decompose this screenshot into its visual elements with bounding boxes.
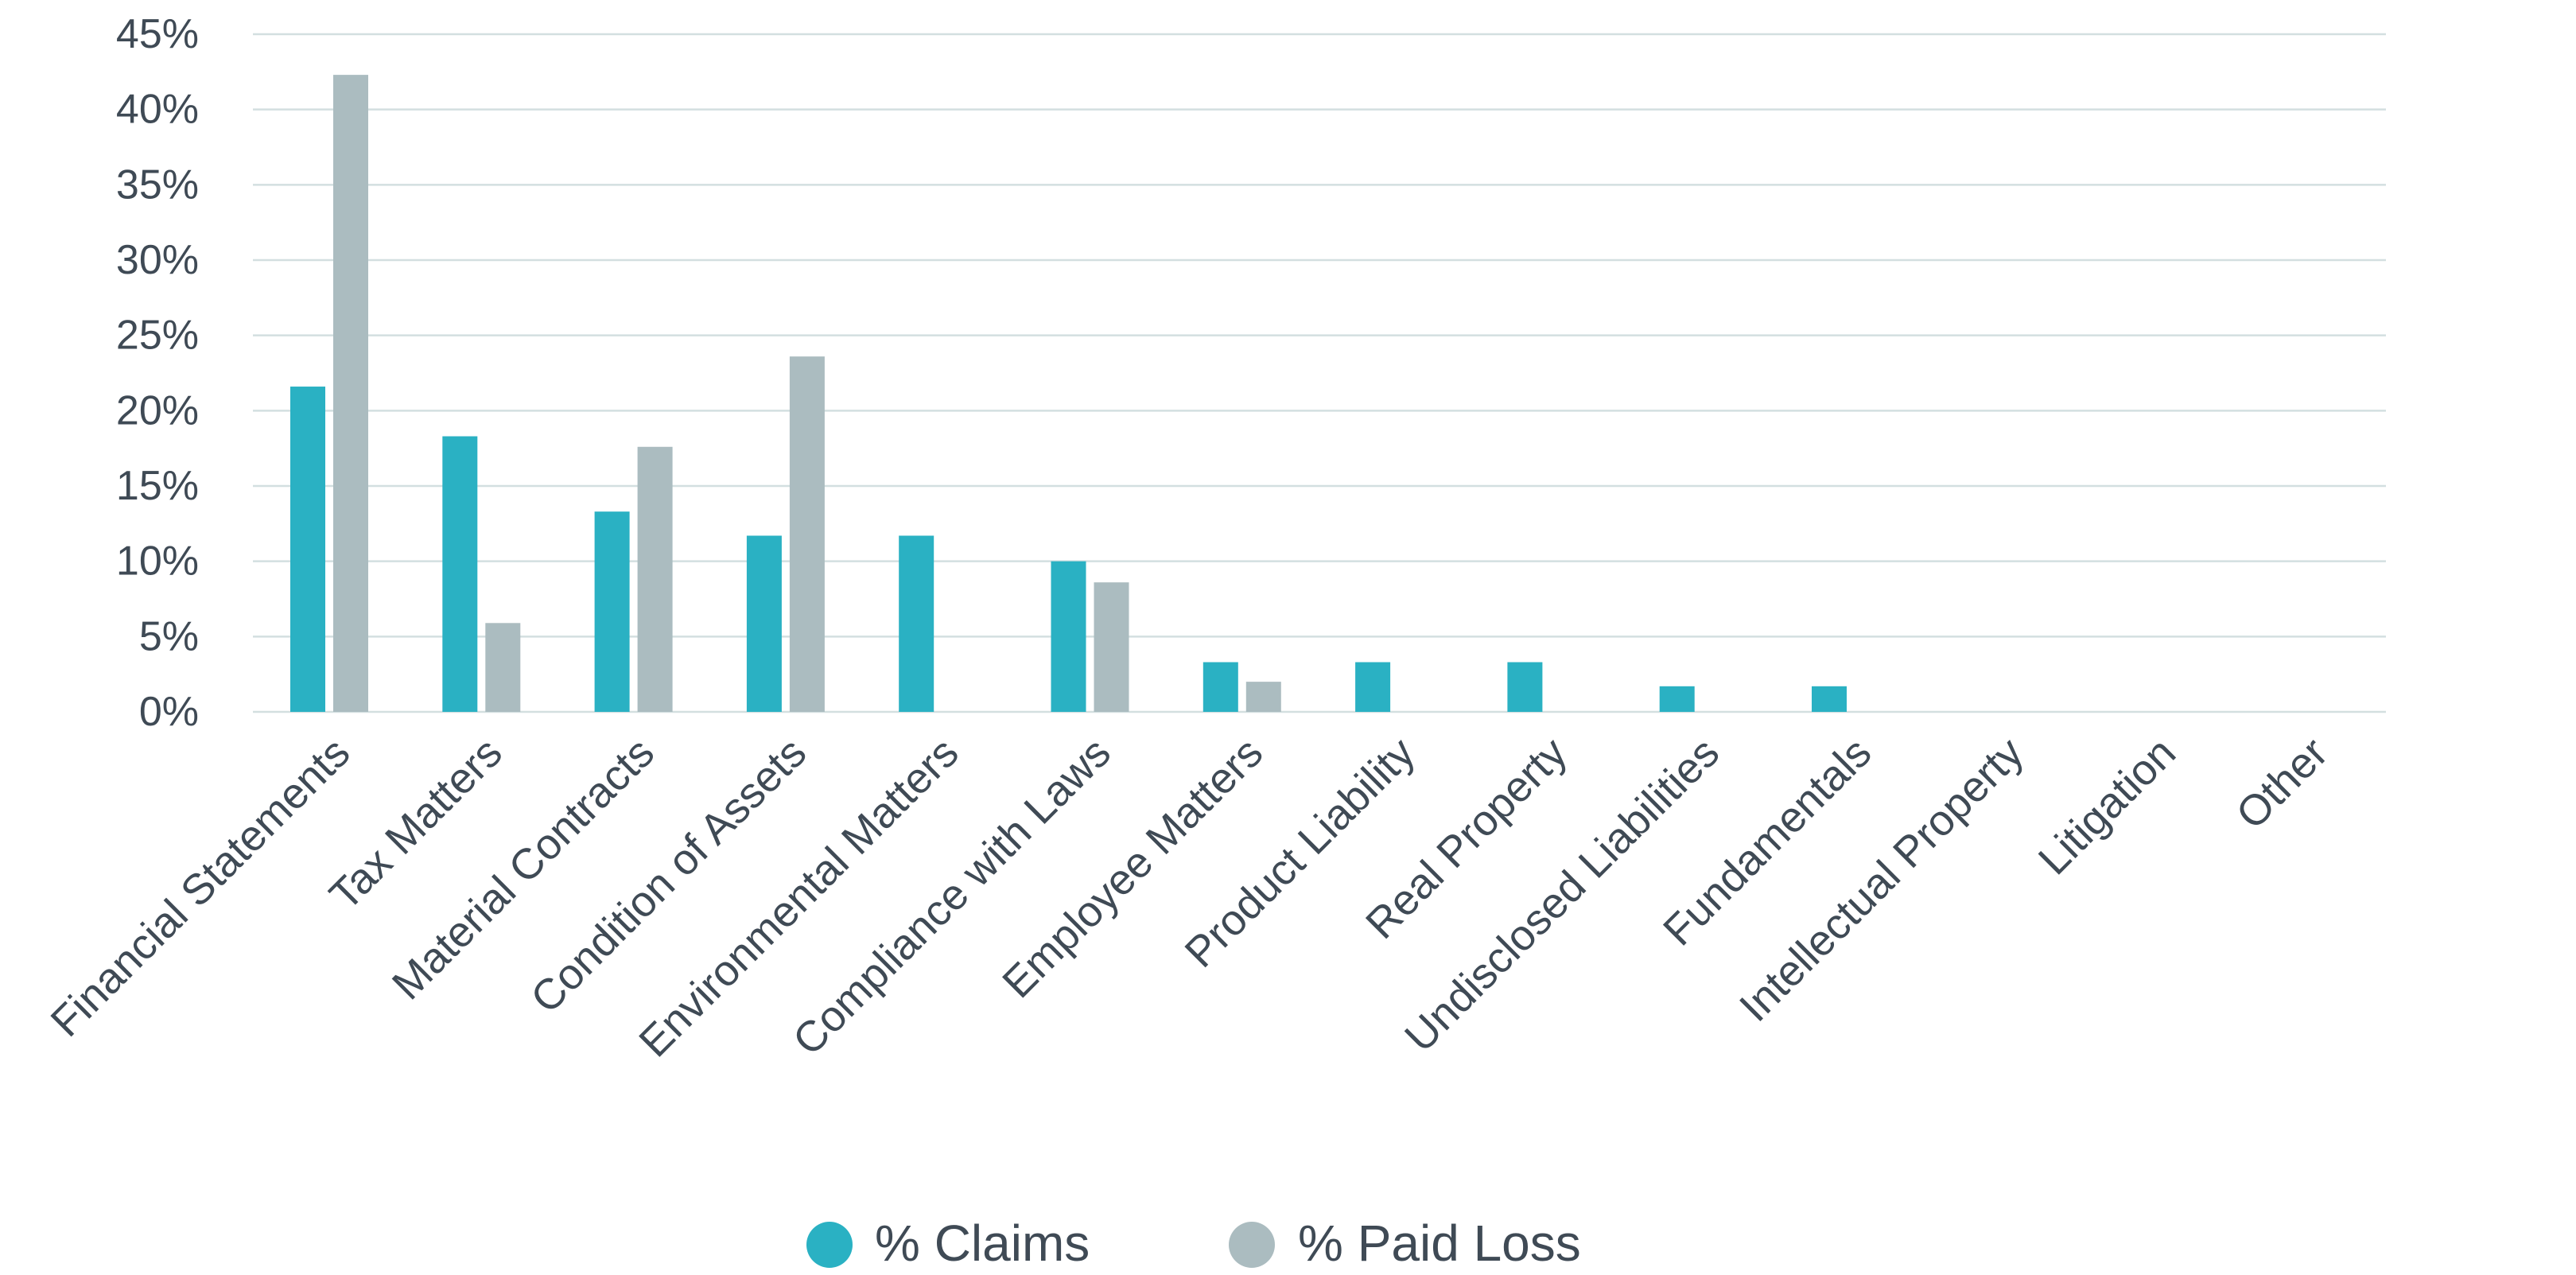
y-tick-label: 40% [116, 87, 199, 133]
x-tick-label: Intellectual Property [1731, 729, 2033, 1031]
bar-claims [442, 436, 478, 712]
y-axis-ticks: 0% 5% 10% 15% 20% 25% 30% 35% 40% 45% [116, 11, 199, 735]
bar-claims [1507, 662, 1543, 712]
x-tick-label: Material Contracts [383, 729, 663, 1009]
legend: % Claims % Paid Loss [806, 1215, 1581, 1272]
bar-paid-loss [333, 75, 368, 713]
bars [290, 75, 1847, 713]
x-tick-label: Undisclosed Liabilities [1396, 729, 1728, 1061]
bar-paid-loss [1094, 582, 1129, 712]
bar-claims [1659, 686, 1695, 712]
bar-claims [594, 511, 630, 712]
legend-label: % Claims [875, 1215, 1090, 1271]
legend-label: % Paid Loss [1298, 1215, 1581, 1271]
bar-claims [1203, 662, 1238, 712]
bar-claims [290, 387, 325, 712]
y-tick-label: 25% [116, 313, 199, 359]
gridlines [253, 33, 2386, 713]
x-tick-label: Financial Statements [42, 729, 359, 1046]
bar-paid-loss [637, 446, 673, 712]
x-tick-label: Condition of Assets [522, 729, 815, 1022]
y-tick-label: 35% [116, 161, 199, 208]
x-tick-label: Other [2227, 729, 2337, 838]
bar-claims [1051, 561, 1086, 712]
y-tick-label: 5% [139, 613, 199, 659]
bar-claims [1812, 686, 1847, 712]
y-tick-label: 30% [116, 237, 199, 283]
bar-claims [1355, 662, 1391, 712]
bar-claims [899, 535, 934, 712]
y-tick-label: 0% [139, 689, 199, 735]
legend-swatch [1229, 1222, 1275, 1268]
y-tick-label: 15% [116, 463, 199, 509]
bar-paid-loss [1245, 682, 1281, 712]
bar-paid-loss [789, 356, 825, 712]
x-tick-label: Employee Matters [993, 729, 1272, 1007]
y-tick-label: 45% [116, 11, 199, 57]
bar-paid-loss [485, 623, 521, 712]
y-tick-label: 10% [116, 538, 199, 585]
legend-swatch [806, 1222, 853, 1268]
x-tick-label: Litigation [2030, 729, 2185, 884]
bar-claims [746, 535, 782, 712]
y-tick-label: 20% [116, 387, 199, 433]
